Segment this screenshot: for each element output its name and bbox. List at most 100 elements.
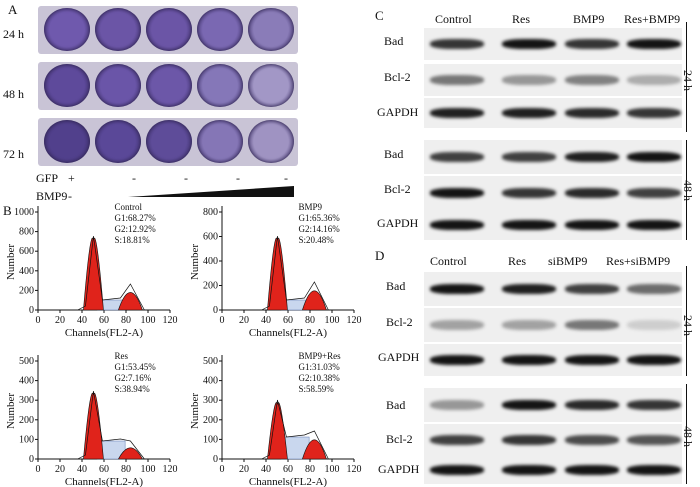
plot-4-x-axis-label: Channels(FL2-A) bbox=[249, 476, 328, 487]
plot-4-y-tick-label: 100 bbox=[203, 434, 218, 445]
well-72h-1 bbox=[44, 120, 90, 163]
plot-4-g1-value: G1:31.03% bbox=[299, 362, 341, 372]
blot-band-c-bcl2-24-3 bbox=[565, 75, 619, 85]
blot-band-c-bcl2-24-2 bbox=[502, 75, 556, 85]
blot-strip-d-bcl2-24 bbox=[424, 308, 682, 342]
plot-3-name: Res bbox=[115, 351, 129, 361]
panel-d-row-bad-48: Bad bbox=[386, 398, 406, 412]
gfp-mark-1: + bbox=[68, 171, 75, 185]
blot-band-d-gapdh-24-4 bbox=[627, 355, 681, 365]
plot-1-y-tick-label: 200 bbox=[19, 285, 34, 296]
well-48h-3 bbox=[146, 64, 192, 107]
plot-4-y-tick-label: 0 bbox=[213, 454, 218, 465]
plot-1-g2-value: G2:12.92% bbox=[115, 224, 157, 234]
panel-c-row-gapdh-48: GAPDH bbox=[377, 216, 419, 230]
well-72h-4 bbox=[197, 120, 243, 163]
panel-b-letter: B bbox=[3, 203, 12, 218]
plot-1-y-tick-label: 1000 bbox=[14, 207, 34, 218]
plot-3-x-tick-label: 80 bbox=[121, 464, 131, 475]
gfp-label: GFP bbox=[36, 171, 59, 185]
panel-d-col-res: Res bbox=[508, 254, 526, 268]
plot-2-y-tick-label: 800 bbox=[203, 207, 218, 218]
plot-2-name: BMP9 bbox=[299, 202, 323, 212]
plot-2-y-tick-label: 0 bbox=[213, 305, 218, 316]
well-24h-5 bbox=[248, 8, 294, 51]
panel-c-row-bad-24: Bad bbox=[384, 34, 404, 48]
blot-band-d-gapdh-24-2 bbox=[502, 355, 556, 365]
blot-band-d-gapdh-24-1 bbox=[430, 355, 484, 365]
panel-c-row-bad-48: Bad bbox=[384, 147, 404, 161]
well-24h-1 bbox=[44, 8, 90, 51]
plot-3-x-axis-label: Channels(FL2-A) bbox=[65, 476, 144, 487]
plot-3-histogram-trace bbox=[77, 390, 145, 460]
plot-3-y-tick-label: 300 bbox=[19, 395, 34, 406]
gfp-mark-3: - bbox=[184, 171, 188, 185]
panel-c-col-bmp9: BMP9 bbox=[573, 12, 605, 26]
panel-d-row-bad-24: Bad bbox=[386, 279, 406, 293]
blot-band-c-bcl2-48-1 bbox=[430, 188, 484, 198]
blot-band-c-gapdh-48-4 bbox=[627, 220, 681, 230]
plot-3-s-value: S:38.94% bbox=[115, 384, 151, 394]
plot-4-x-tick-label: 120 bbox=[347, 464, 362, 475]
panel-c-bracket-48 bbox=[686, 140, 687, 240]
plot-2-x-tick-label: 20 bbox=[239, 315, 249, 326]
plot-4-histogram-trace bbox=[261, 399, 329, 460]
blot-band-c-gapdh-48-3 bbox=[565, 220, 619, 230]
blot-band-c-gapdh-24-4 bbox=[627, 108, 681, 118]
plot-1-histogram-trace bbox=[77, 235, 145, 311]
plot-4-x-tick-label: 100 bbox=[325, 464, 340, 475]
well-48h-4 bbox=[197, 64, 243, 107]
plot-3-y-tick-label: 0 bbox=[29, 454, 34, 465]
plot-4-x-tick-label: 60 bbox=[283, 464, 293, 475]
panel-c-col-res: Res bbox=[512, 12, 530, 26]
blot-band-c-bcl2-48-2 bbox=[502, 188, 556, 198]
plot-1-x-tick-label: 0 bbox=[36, 315, 41, 326]
plot-3-g2-peak bbox=[117, 447, 143, 460]
blot-band-c-bad-24-2 bbox=[502, 39, 556, 49]
plot-2-g1-value: G1:65.36% bbox=[299, 213, 341, 223]
panel-d-bracket-24 bbox=[686, 266, 687, 376]
plot-1-x-tick-label: 40 bbox=[77, 315, 87, 326]
panel-d-col-ressibmp9: Res+siBMP9 bbox=[606, 254, 671, 268]
plot-3-y-tick-label: 400 bbox=[19, 376, 34, 387]
plot-2-x-tick-label: 40 bbox=[261, 315, 271, 326]
well-72h-5 bbox=[248, 120, 294, 163]
gfp-mark-2: - bbox=[132, 171, 136, 185]
plot-3-y-axis-label: Number bbox=[5, 393, 17, 429]
panel-c-row-gapdh-24: GAPDH bbox=[377, 105, 419, 119]
plot-2-x-tick-label: 80 bbox=[305, 315, 315, 326]
panel-d-col-sibmp9: siBMP9 bbox=[548, 254, 588, 268]
blot-band-d-bad-48-1 bbox=[430, 400, 484, 410]
panel-d-row-gapdh-24: GAPDH bbox=[378, 350, 420, 364]
blot-band-c-bad-48-1 bbox=[430, 152, 484, 162]
well-72h-3 bbox=[146, 120, 192, 163]
panel-c-letter: C bbox=[375, 8, 384, 23]
panel-d-row-bcl2-24: Bcl-2 bbox=[386, 315, 413, 329]
plot-3-x-tick-label: 20 bbox=[55, 464, 65, 475]
plot-1-x-tick-label: 120 bbox=[163, 315, 178, 326]
panel-a-letter: A bbox=[8, 2, 18, 17]
plot-1-g1-peak bbox=[83, 237, 104, 311]
blot-band-d-bad-24-2 bbox=[502, 284, 556, 294]
plot-2-x-tick-label: 60 bbox=[283, 315, 293, 326]
blot-band-d-bcl2-24-1 bbox=[430, 320, 484, 330]
plot-4-x-tick-label: 80 bbox=[305, 464, 315, 475]
plot-3-y-tick-label: 100 bbox=[19, 434, 34, 445]
blot-band-c-bad-24-3 bbox=[565, 39, 619, 49]
plot-2-x-tick-label: 0 bbox=[220, 315, 225, 326]
plot-1-s-value: S:18.81% bbox=[115, 235, 151, 245]
plot-1-name: Control bbox=[115, 202, 143, 212]
plot-2-s-value: S:20.48% bbox=[299, 235, 335, 245]
well-24h-3 bbox=[146, 8, 192, 51]
blot-band-d-bad-24-3 bbox=[565, 284, 619, 294]
well-48h-2 bbox=[95, 64, 141, 107]
panel-d-bracket-48 bbox=[686, 384, 687, 484]
plot-4-y-tick-label: 300 bbox=[203, 395, 218, 406]
blot-band-c-bcl2-48-3 bbox=[565, 188, 619, 198]
gfp-mark-5: - bbox=[284, 171, 288, 185]
plot-2-x-tick-label: 100 bbox=[325, 315, 340, 326]
blot-band-c-bcl2-24-4 bbox=[627, 75, 681, 85]
panel-d-time-24: 24 h bbox=[681, 315, 695, 336]
plot-4-y-tick-label: 200 bbox=[203, 415, 218, 426]
plot-3-x-tick-label: 0 bbox=[36, 464, 41, 475]
